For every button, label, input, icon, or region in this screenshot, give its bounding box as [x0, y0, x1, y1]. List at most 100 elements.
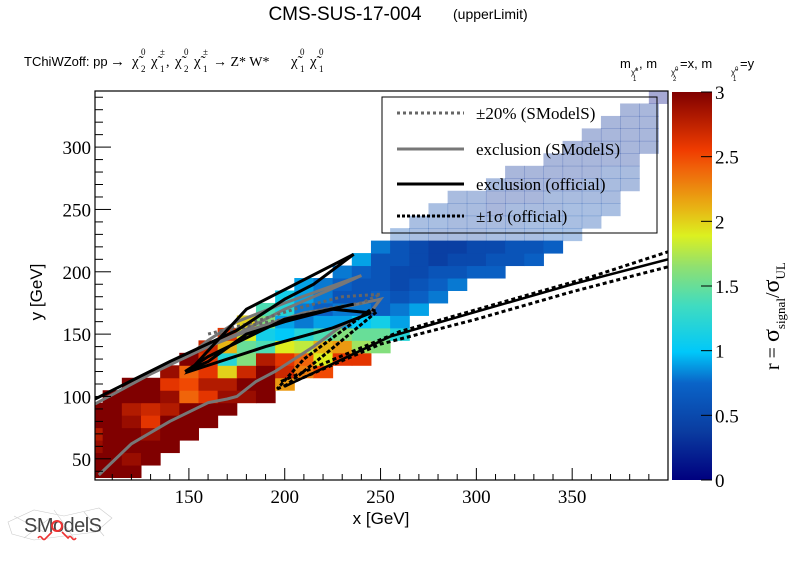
curve-pm1sigma-official-lower [276, 265, 668, 391]
colorbar-tick-label: 0 [715, 471, 725, 492]
heatmap-cell [505, 165, 525, 179]
heatmap-cell [179, 402, 199, 416]
process-label: TChiWZoff: pp → χ̃02 χ̃±1, χ̃02 χ̃±1 → Z* W* χ… [24, 47, 324, 74]
heatmap-cell [543, 240, 564, 254]
colorbar-tick-label: 0.5 [715, 406, 739, 427]
heatmap-cell [466, 190, 487, 204]
heatmap-cell [160, 377, 180, 391]
heatmap-cell [409, 215, 429, 229]
heatmap-cell [562, 190, 583, 204]
heatmap-cell [524, 178, 544, 192]
heatmap-cell [562, 215, 583, 229]
heatmap-cell [524, 165, 544, 179]
heatmap-cell [102, 440, 123, 454]
x-tick-label: 200 [270, 487, 299, 508]
heatmap-cell [485, 240, 506, 254]
heatmap-cell [543, 153, 564, 167]
heatmap-cell [351, 352, 372, 366]
y-axis: 50 100 150 200 250 300 [63, 96, 111, 472]
legend-label-exclusion-official: exclusion (official) [476, 175, 606, 194]
heatmap-cell [466, 215, 487, 229]
heatmap-cell [620, 140, 640, 154]
heatmap-cell [447, 240, 468, 254]
heatmap-cell [179, 427, 199, 441]
heatmap-cell [562, 165, 583, 179]
heatmap-cell [370, 278, 391, 291]
heatmap-cell [121, 427, 142, 441]
heatmap-cell [217, 402, 238, 416]
heatmap-cell [581, 190, 602, 204]
process-part: 2 [184, 64, 189, 74]
chart-title: CMS-SUS-17-004 [268, 4, 422, 25]
heatmap-cell [505, 190, 525, 204]
colorbar-tick-label: 2 [715, 212, 725, 233]
y-tick-label: 250 [63, 200, 92, 221]
heatmap-cell [140, 377, 161, 391]
mass-chi1-sup: ± [635, 67, 639, 73]
legend-label-pm20-smodels: ±20% (SModelS) [476, 104, 595, 123]
heatmap-cell [524, 190, 544, 204]
logo-vertex [51, 520, 63, 532]
heatmap-cell [160, 427, 180, 441]
heatmap-cell [390, 278, 410, 291]
zlabel-ul: UL [773, 262, 788, 279]
heatmap-cell [140, 390, 161, 404]
heatmap-cell [198, 415, 219, 429]
process-part: 1 [203, 64, 208, 74]
heatmap-cell [562, 153, 583, 167]
process-part: 0 [319, 47, 324, 57]
heatmap-cell [236, 390, 257, 404]
heatmap-cell [255, 390, 276, 404]
heatmap-cell [543, 215, 564, 229]
heatmap-cell [562, 178, 583, 192]
heatmap-cell [428, 265, 449, 279]
y-tick-label: 300 [63, 138, 92, 159]
heatmap-cell [485, 190, 506, 204]
heatmap-cell [600, 153, 621, 167]
heatmap-cell [524, 203, 544, 217]
heatmap-cell [600, 140, 621, 154]
heatmap-cell [121, 452, 142, 466]
heatmap-cell [370, 265, 391, 279]
heatmap-cell [275, 327, 295, 341]
heatmap-cell [600, 128, 621, 142]
heatmap-cell [447, 203, 468, 217]
mass-chi1: χ̃ [631, 68, 638, 77]
heatmap-cell [255, 377, 276, 391]
mass-assignment: m χ̃ ± 1 , m χ̃ 0 2 =x, m χ̃ 0 1 =y [620, 56, 755, 83]
heatmap-cell [600, 190, 621, 204]
heatmap-cell [313, 315, 334, 329]
heatmap-cell [428, 240, 449, 254]
heatmap-cell [600, 115, 621, 129]
x-axis: 150 200 250 300 350 [111, 468, 669, 508]
contour-curves [95, 250, 668, 477]
heatmap-cell [447, 190, 468, 204]
heatmap-cell [581, 153, 602, 167]
heatmap-cell [466, 228, 487, 242]
heatmap-cell [217, 365, 238, 379]
process-part: 0 [184, 47, 189, 57]
heatmap-cell [447, 278, 468, 291]
heatmap-cell [543, 203, 564, 217]
curve-pm1sigma-official-loop [275, 307, 380, 391]
heatmap-cell [390, 302, 410, 316]
mass-eq2: =x, m [680, 56, 712, 71]
heatmap-cell [543, 228, 564, 242]
heatmap-cell [390, 228, 410, 242]
x-tick-label: 350 [558, 487, 587, 508]
heatmap-cell [140, 415, 161, 429]
heatmap-cell [390, 253, 410, 267]
heatmap-cell [505, 215, 525, 229]
process-part: 1 [160, 64, 165, 74]
colorbar-tick-label: 1 [715, 342, 725, 363]
heatmap-cell [485, 253, 506, 267]
y-axis-label: y [GeV] [27, 264, 46, 321]
mass-chi3-idx: 1 [733, 77, 737, 83]
heatmap-cell [121, 390, 142, 404]
curve-exclusion-official [95, 252, 372, 401]
process-part: 1 [319, 64, 324, 74]
y-tick-label: 150 [63, 325, 92, 346]
heatmap-cell [581, 215, 602, 229]
heatmap-cell [236, 377, 257, 391]
